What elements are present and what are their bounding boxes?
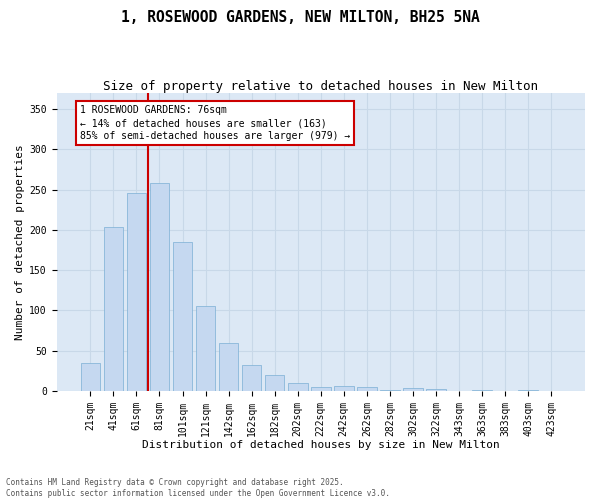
Bar — [380, 390, 400, 391]
Bar — [196, 306, 215, 391]
Bar — [104, 228, 123, 391]
Bar — [311, 387, 331, 391]
Bar — [334, 386, 353, 391]
Text: 1 ROSEWOOD GARDENS: 76sqm
← 14% of detached houses are smaller (163)
85% of semi: 1 ROSEWOOD GARDENS: 76sqm ← 14% of detac… — [80, 105, 350, 142]
Bar — [219, 344, 238, 391]
Bar — [173, 242, 192, 391]
Text: Contains HM Land Registry data © Crown copyright and database right 2025.
Contai: Contains HM Land Registry data © Crown c… — [6, 478, 390, 498]
Bar — [518, 390, 538, 391]
Bar — [80, 362, 100, 391]
Bar — [127, 193, 146, 391]
Bar — [149, 183, 169, 391]
X-axis label: Distribution of detached houses by size in New Milton: Distribution of detached houses by size … — [142, 440, 500, 450]
Bar — [242, 365, 262, 391]
Title: Size of property relative to detached houses in New Milton: Size of property relative to detached ho… — [103, 80, 538, 93]
Y-axis label: Number of detached properties: Number of detached properties — [15, 144, 25, 340]
Bar — [357, 387, 377, 391]
Bar — [472, 390, 492, 391]
Text: 1, ROSEWOOD GARDENS, NEW MILTON, BH25 5NA: 1, ROSEWOOD GARDENS, NEW MILTON, BH25 5N… — [121, 10, 479, 25]
Bar — [403, 388, 423, 391]
Bar — [288, 383, 308, 391]
Bar — [426, 390, 446, 391]
Bar — [265, 375, 284, 391]
